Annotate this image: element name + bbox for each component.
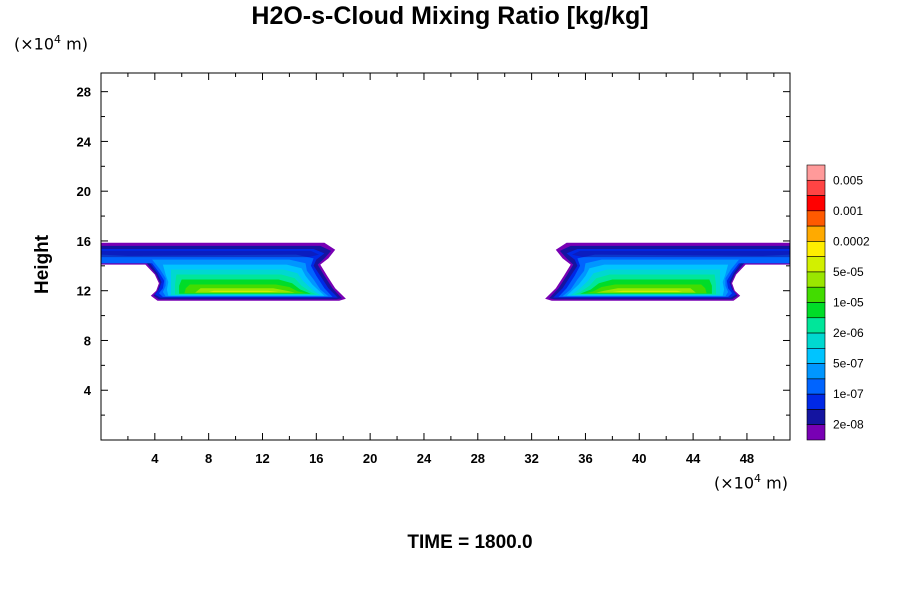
colorbar-label: 5e-05 — [833, 265, 864, 279]
colorbar-label: 0.0002 — [833, 234, 870, 248]
colorbar-swatch — [806, 164, 826, 181]
colorbar-swatch — [806, 424, 826, 441]
x-tick-label: 28 — [471, 451, 485, 466]
y-tick-label: 4 — [84, 383, 92, 398]
x-tick-label: 40 — [632, 451, 646, 466]
time-label: TIME = 1800.0 — [407, 532, 533, 553]
colorbar-swatch — [806, 179, 826, 196]
colorbar-label: 0.005 — [833, 173, 863, 187]
colorbar-swatch — [806, 271, 826, 288]
colorbar-swatch — [806, 225, 826, 242]
plot-frame — [100, 72, 791, 441]
colorbar-swatch — [806, 332, 826, 349]
colorbar-swatch — [806, 378, 826, 395]
colorbar-swatch — [806, 241, 826, 257]
cloud-contours — [101, 242, 790, 301]
contour-level — [612, 290, 683, 292]
colorbar-swatch — [806, 195, 826, 212]
colorbar-swatch — [806, 409, 826, 426]
y-tick-label: 28 — [77, 85, 91, 100]
colorbar-swatch — [806, 393, 826, 410]
colorbar-swatch — [806, 256, 826, 273]
colorbar-label: 2e-08 — [833, 418, 864, 432]
colorbar-swatch — [806, 302, 826, 319]
colorbar-swatch — [806, 363, 826, 380]
y-tick-label: 20 — [77, 184, 91, 199]
colorbar-swatch — [806, 348, 826, 364]
x-tick-label: 8 — [205, 451, 212, 466]
contour-level — [572, 250, 790, 258]
x-tick-label: 16 — [309, 451, 323, 466]
colorbar-label: 2e-06 — [833, 326, 864, 340]
chart-title: H2O-s-Cloud Mixing Ratio [kg/kg] — [251, 2, 649, 30]
colorbar-label: 5e-07 — [833, 357, 864, 371]
x-tick-label: 36 — [578, 451, 592, 466]
y-axis-unit: (×104 m) — [14, 33, 88, 54]
x-tick-label: 24 — [417, 451, 432, 466]
colorbar-swatch — [806, 210, 826, 227]
colorbar: 0.005 0.001 0.0002 5e-05 1e-05 2e-06 5e-07 1e-0… — [806, 164, 870, 441]
colorbar-swatch — [806, 286, 826, 303]
x-tick-label: 44 — [686, 451, 701, 466]
contour-level — [101, 250, 319, 258]
x-tick-label: 48 — [740, 451, 754, 466]
x-tick-label: 20 — [363, 451, 377, 466]
y-tick-label: 12 — [77, 284, 91, 299]
contour-level — [208, 290, 279, 292]
x-tick-label: 4 — [151, 451, 159, 466]
colorbar-label: 1e-05 — [833, 296, 864, 310]
x-axis-unit: (×104 m) — [714, 472, 788, 493]
colorbar-label: 0.001 — [833, 204, 863, 218]
x-tick-label: 12 — [255, 451, 269, 466]
colorbar-label: 1e-07 — [833, 387, 864, 401]
colorbar-swatch — [806, 317, 826, 334]
y-tick-label: 8 — [84, 333, 91, 348]
y-tick-label: 24 — [77, 134, 92, 149]
cloud-right — [545, 242, 790, 301]
x-tick-label: 32 — [524, 451, 538, 466]
y-tick-label: 16 — [77, 234, 91, 249]
cloud-left — [101, 242, 346, 301]
